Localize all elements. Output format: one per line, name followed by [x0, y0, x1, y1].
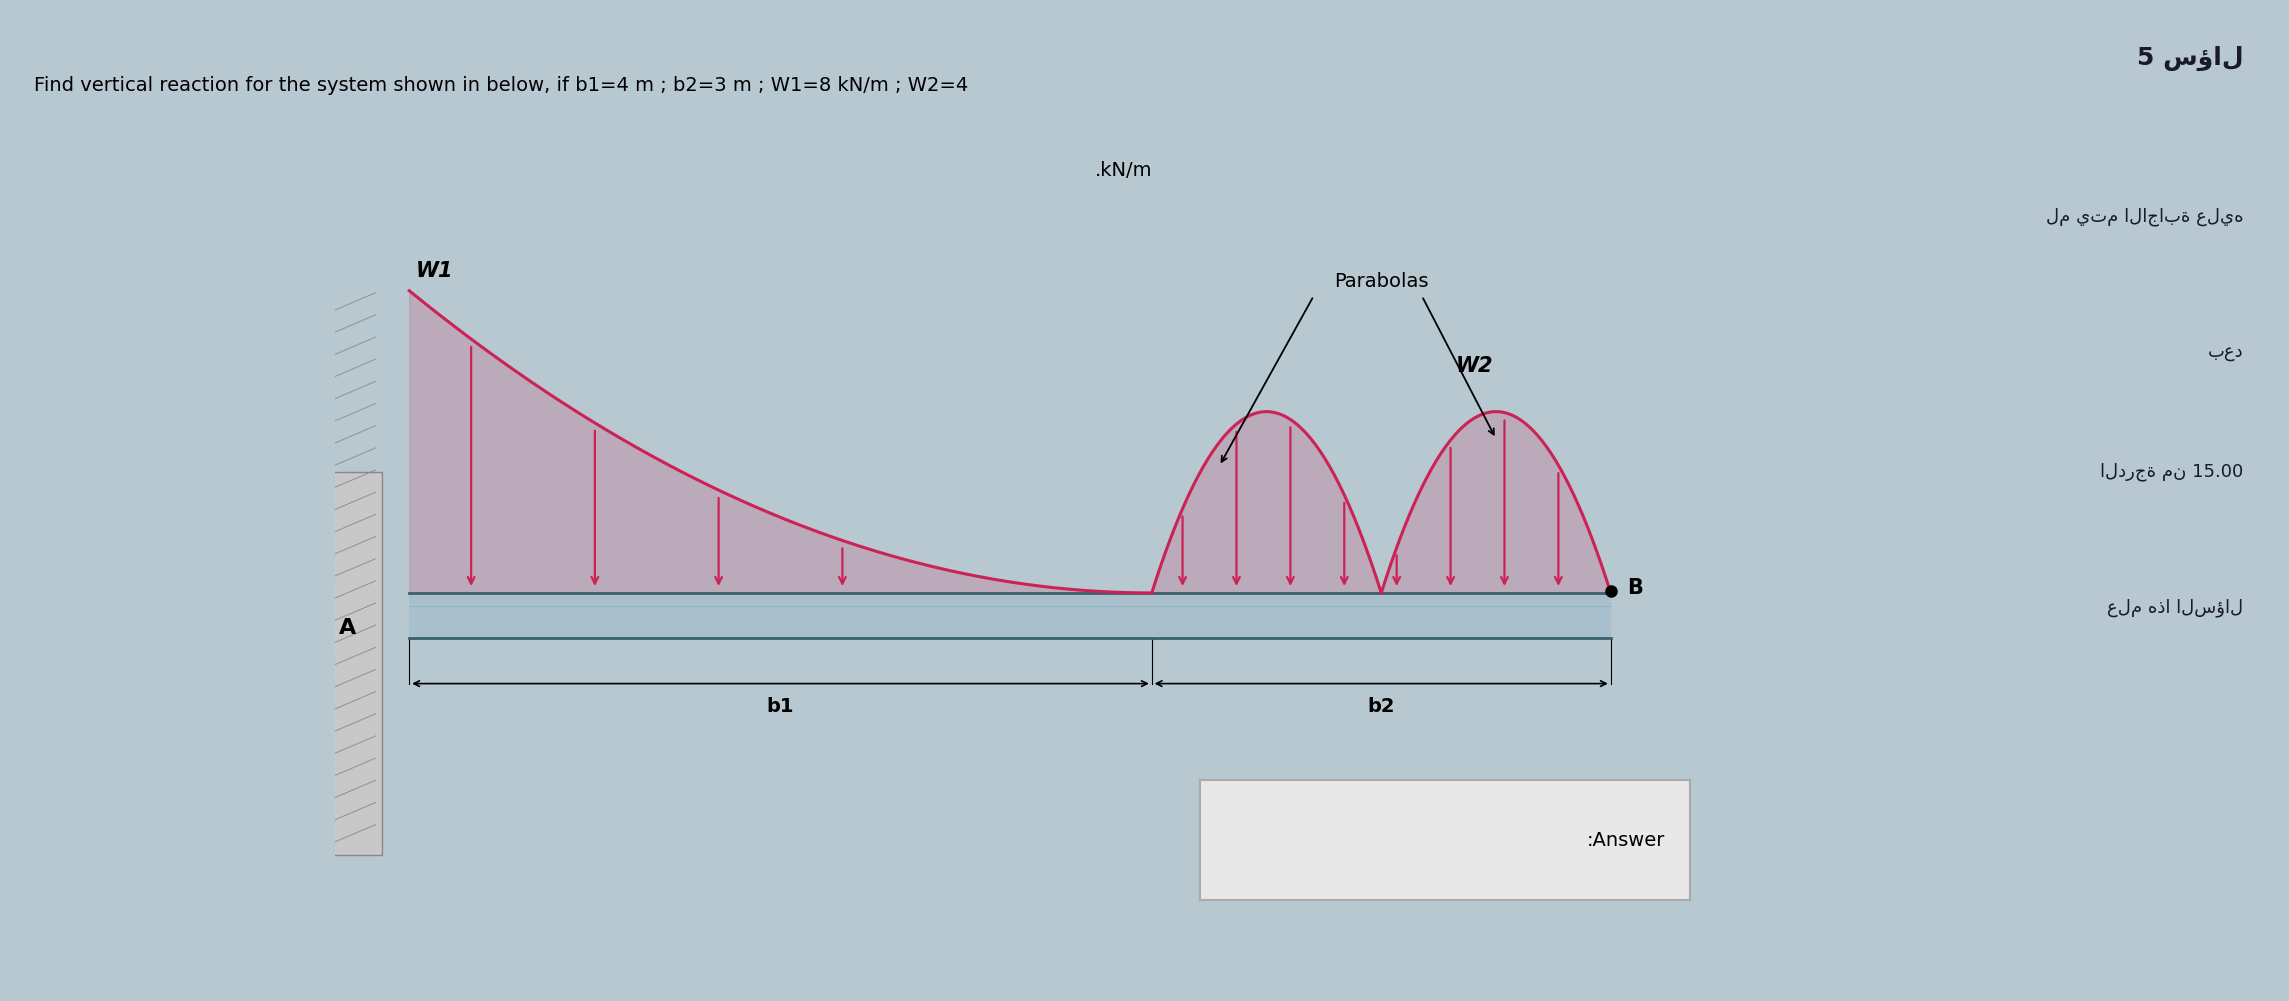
Bar: [410, 593, 1611, 639]
Text: b2: b2: [1367, 697, 1394, 716]
Text: :Answer: :Answer: [1586, 831, 1666, 850]
Text: W1: W1: [417, 260, 453, 280]
Text: الدرجة من 15.00: الدرجة من 15.00: [2101, 462, 2243, 480]
Text: Parabolas: Parabolas: [1334, 271, 1428, 290]
Text: A: A: [339, 619, 357, 639]
Text: لم يتم الاجابة عليه: لم يتم الاجابة عليه: [2046, 207, 2243, 225]
Bar: [327, 472, 382, 855]
Text: علم هذا السؤال: علم هذا السؤال: [2108, 598, 2243, 617]
Text: Find vertical reaction for the system shown in below, if b1=4 m ; b2=3 m ; W1=8 : Find vertical reaction for the system sh…: [34, 76, 968, 95]
Text: 5 سؤال: 5 سؤال: [2138, 45, 2243, 71]
Text: بعد: بعد: [2209, 343, 2243, 361]
Text: b1: b1: [767, 697, 794, 716]
Text: .kN/m: .kN/m: [1094, 161, 1154, 180]
Text: W2: W2: [1456, 356, 1492, 376]
Text: B: B: [1627, 578, 1644, 598]
